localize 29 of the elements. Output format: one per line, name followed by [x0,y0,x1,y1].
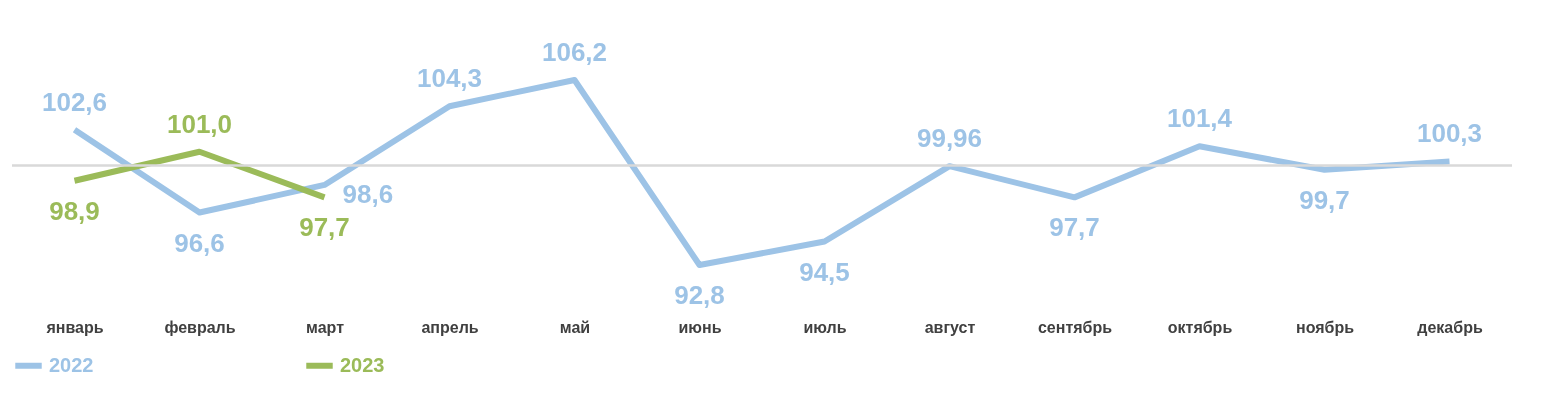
data-label: 92,8 [674,280,725,310]
data-label: 101,4 [1166,103,1233,134]
data-label: 97,7 [1049,212,1100,243]
x-tick-label: июнь [678,318,722,336]
data-label: 106,2 [541,37,608,67]
data-label: 96,6 [174,227,225,258]
x-tick-label: сентябрь [1037,318,1113,336]
data-label: 101,0 [166,108,233,139]
x-tick-label: май [559,318,591,336]
data-label: 98,6 [342,178,394,209]
legend-label: 2023 [340,353,385,376]
data-label: 102,6 [41,86,108,117]
x-tick-label: март [306,318,345,336]
data-label: 94,5 [799,256,850,287]
data-label: 100,3 [1416,118,1483,149]
data-label: 98,9 [49,195,100,226]
data-label: 97,7 [299,212,350,243]
x-tick-label: ноябрь [1295,318,1355,336]
x-tick-label: декабрь [1417,318,1483,336]
x-tick-label: апрель [421,318,479,336]
legend-label: 2022 [49,353,94,376]
data-label: 99,7 [1299,184,1350,215]
x-tick-label: июль [803,318,847,336]
x-tick-label: февраль [164,318,236,336]
x-tick-label: октябрь [1167,318,1233,336]
x-tick-label: август [924,318,976,336]
data-label: 104,3 [416,63,483,94]
x-tick-label: январь [45,318,104,336]
data-label: 99,96 [916,123,983,154]
